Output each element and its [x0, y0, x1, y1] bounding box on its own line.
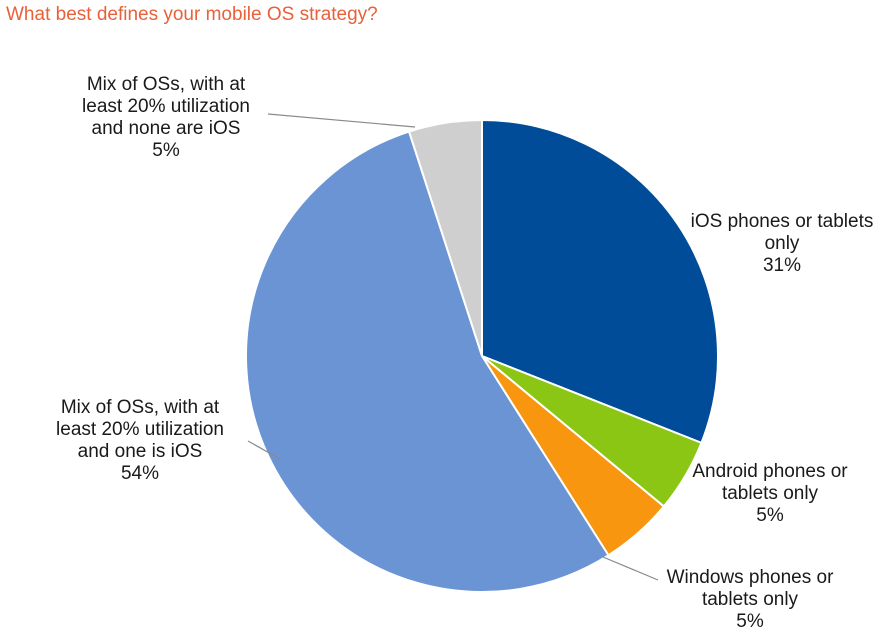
leader-line-windows-only	[602, 556, 659, 581]
leader-line-mix-one-ios	[247, 440, 281, 460]
slice-label-mix-one-ios: Mix of OSs, with at least 20% utilizatio…	[56, 397, 224, 484]
slice-label-windows-only: Windows phones or tablets only 5%	[666, 567, 834, 632]
slice-label-mix-none-ios: Mix of OSs, with at least 20% utilizatio…	[82, 74, 250, 161]
slice-mix-one-ios	[245, 130, 610, 593]
leader-line-mix-none-ios	[267, 113, 416, 128]
slice-ios-only	[481, 118, 719, 445]
slice-mix-none-ios	[407, 118, 483, 357]
chart-title: What best defines your mobile OS strateg…	[6, 4, 378, 25]
slice-label-ios-only: iOS phones or tablets only 31%	[690, 211, 874, 276]
slice-label-android-only: Android phones or tablets only 5%	[692, 461, 848, 526]
